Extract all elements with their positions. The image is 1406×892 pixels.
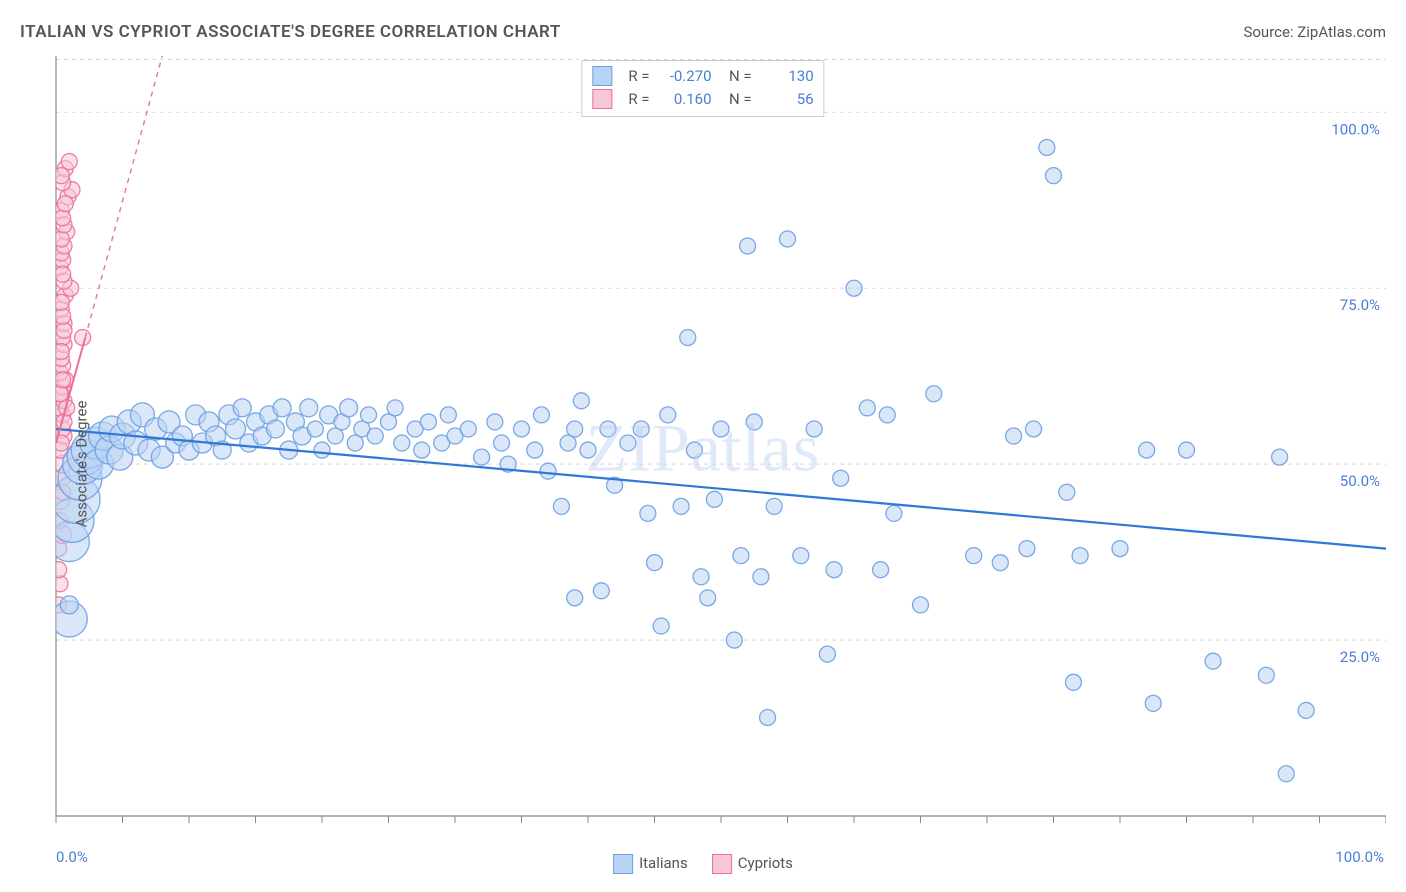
y-axis-label: Associate's Degree: [72, 401, 90, 528]
x-axis-max-label: 100.0%: [1335, 848, 1384, 866]
stat-n-label: N =: [722, 88, 752, 111]
source-label: Source: ZipAtlas.com: [1243, 23, 1386, 41]
stat-r-cypriots: 0.160: [660, 88, 712, 111]
legend-label: Cypriots: [738, 854, 793, 872]
scatter-chart: 25.0% 50.0% 75.0% 100.0%: [20, 56, 1386, 846]
legend-item: Italians: [613, 854, 688, 874]
legend-swatch: [613, 854, 633, 874]
svg-text:50.0%: 50.0%: [1340, 472, 1380, 490]
stat-n-italians: 130: [762, 65, 814, 88]
series-legend: Italians Cypriots: [613, 854, 793, 874]
stats-legend: R = -0.270 N = 130 R = 0.160 N = 56: [581, 60, 824, 117]
stat-r-italians: -0.270: [660, 65, 712, 88]
swatch-italians: [592, 66, 612, 86]
legend-swatch: [712, 854, 732, 874]
stat-r-label: R =: [628, 88, 649, 111]
chart-container: Associate's Degree 25.0% 50.0% 75.0% 100.0%…: [20, 56, 1386, 872]
legend-item: Cypriots: [712, 854, 793, 874]
svg-text:25.0%: 25.0%: [1340, 648, 1380, 666]
x-axis-min-label: 0.0%: [56, 848, 88, 866]
swatch-cypriots: [592, 89, 612, 109]
svg-text:100.0%: 100.0%: [1331, 120, 1380, 138]
chart-title: ITALIAN VS CYPRIOT ASSOCIATE'S DEGREE CO…: [20, 22, 561, 42]
stat-n-label: N =: [722, 65, 752, 88]
stat-r-label: R =: [628, 65, 649, 88]
svg-text:75.0%: 75.0%: [1340, 296, 1380, 314]
legend-label: Italians: [639, 854, 688, 872]
stat-n-cypriots: 56: [762, 88, 814, 111]
